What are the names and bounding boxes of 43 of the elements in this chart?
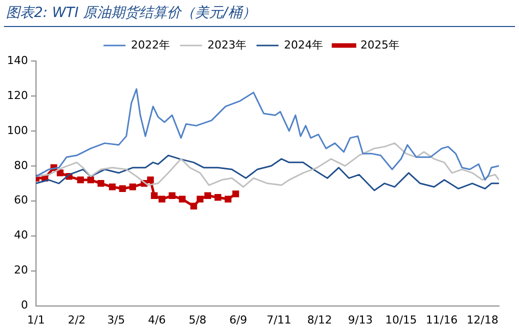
x-tick-label: 2/2 bbox=[68, 313, 86, 326]
point bbox=[158, 196, 166, 203]
legend-label: 2022年 bbox=[131, 38, 170, 52]
x-tick-label: 11/16 bbox=[426, 313, 458, 326]
point bbox=[232, 190, 240, 198]
point bbox=[224, 196, 232, 203]
point bbox=[119, 185, 126, 192]
y-tick-label: 140 bbox=[6, 54, 28, 67]
y-tick-label: 20 bbox=[14, 264, 28, 277]
x-tick-label: 7/11 bbox=[266, 313, 292, 326]
point bbox=[150, 192, 158, 200]
legend-label: 2023年 bbox=[208, 38, 247, 52]
point bbox=[97, 180, 104, 187]
x-tick-label: 4/6 bbox=[148, 313, 166, 326]
y-tick-label: 100 bbox=[6, 124, 28, 137]
point bbox=[129, 184, 136, 190]
x-tick-label: 5/8 bbox=[188, 313, 206, 326]
x-tick-label: 1/1 bbox=[27, 313, 45, 326]
point bbox=[77, 176, 84, 184]
point bbox=[56, 170, 64, 176]
x-tick-label: 9/13 bbox=[348, 313, 373, 326]
point bbox=[168, 192, 176, 200]
legend-label: 2025年 bbox=[360, 38, 400, 52]
legend-label: 2024年 bbox=[284, 38, 323, 52]
point bbox=[178, 196, 186, 203]
x-tick-label: 6/9 bbox=[229, 313, 248, 326]
x-tick-label: 10/15 bbox=[385, 313, 417, 326]
point bbox=[196, 196, 204, 203]
chart-title: 图表2: WTI 原油期货结算价（美元/桶） bbox=[6, 4, 256, 22]
y-tick-label: 0 bbox=[20, 298, 28, 312]
y-tick-label: 40 bbox=[14, 228, 28, 242]
x-tick-label: 12/18 bbox=[466, 313, 498, 326]
x-tick-label: 3/5 bbox=[107, 313, 125, 326]
y-tick-label: 80 bbox=[14, 158, 28, 172]
y-tick-label: 60 bbox=[14, 194, 28, 207]
point bbox=[147, 176, 154, 184]
point bbox=[108, 184, 116, 190]
point bbox=[214, 194, 222, 201]
point bbox=[204, 192, 212, 200]
x-tick-label: 8/12 bbox=[307, 313, 332, 326]
point bbox=[190, 202, 198, 210]
y-tick-label: 120 bbox=[6, 88, 28, 102]
point bbox=[87, 176, 94, 184]
